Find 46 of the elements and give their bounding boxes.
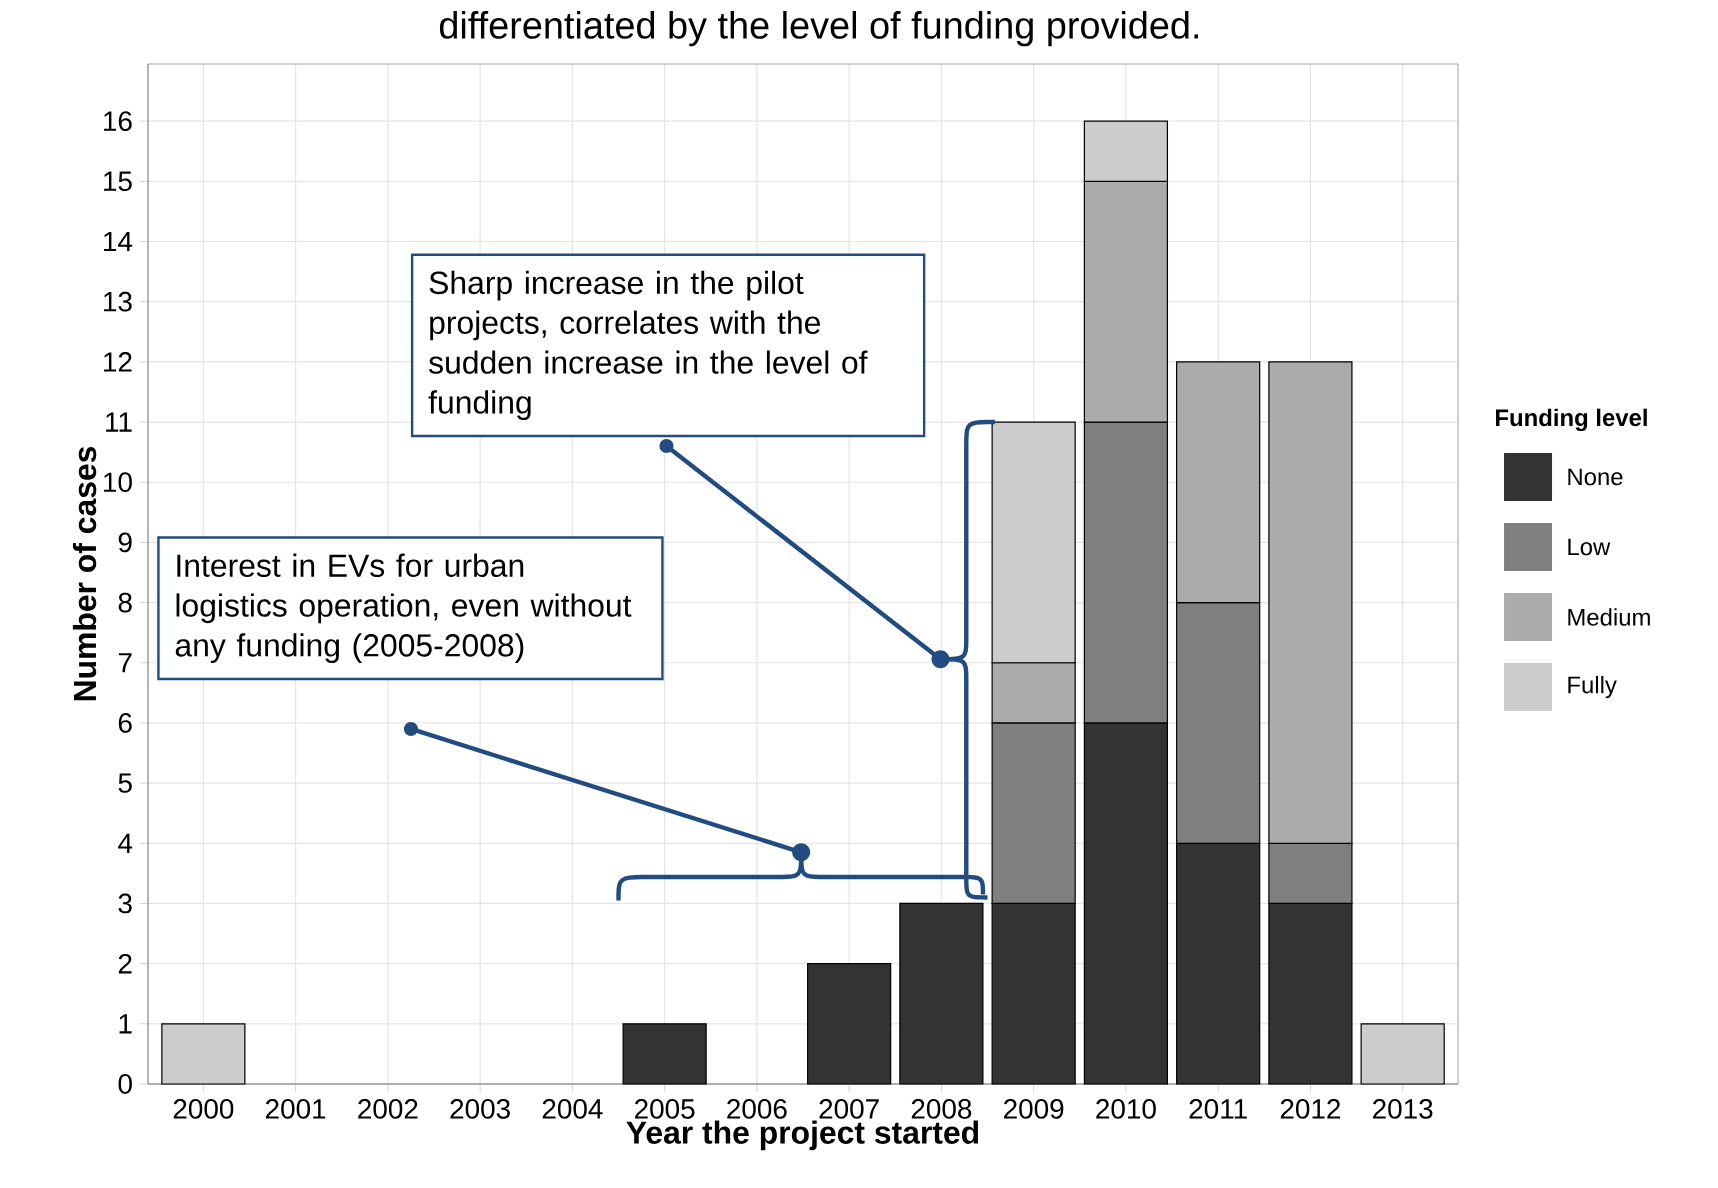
x-tick-label: 2006 — [727, 1099, 787, 1119]
bar — [161, 1023, 246, 1085]
y-tick-label: 15 — [104, 171, 132, 192]
legend-title: Funding level — [1496, 408, 1647, 432]
legend-label: Low — [1568, 538, 1611, 556]
annotation: Sharp increase in the pilot projects, correlates with the sudden increase in the level of funding — [428, 270, 868, 421]
x-tick-label: 2009 — [1004, 1099, 1064, 1119]
x-tick-label: 2000 — [173, 1099, 234, 1119]
chart-title: differentiated by the level of funding provided. — [439, 11, 1199, 47]
x-tick-label: 2012 — [1280, 1099, 1341, 1119]
y-tick-label: 13 — [104, 291, 132, 312]
x-tick-label: 2008 — [911, 1099, 972, 1119]
x-tick-label: 2010 — [1096, 1099, 1156, 1119]
y-tick-label: 4 — [118, 833, 133, 853]
y-tick-label: 5 — [118, 773, 132, 793]
annotation: Interest in EVs for urban logistics operation, even without any funding (2005-2008) — [175, 553, 632, 663]
y-tick-label: 8 — [118, 592, 132, 613]
y-tick-label: 7 — [118, 653, 132, 673]
y-axis-title: Number of cases — [72, 446, 97, 701]
x-tick-label: 2007 — [819, 1099, 879, 1119]
bar — [1360, 1023, 1445, 1085]
y-tick-label: 1 — [119, 1014, 132, 1034]
x-axis-title: Year the project started — [626, 1120, 979, 1151]
y-tick-label: 9 — [118, 532, 132, 553]
bar — [899, 902, 984, 1085]
x-tick-label: 2011 — [1189, 1099, 1247, 1119]
legend-label: None — [1568, 468, 1623, 486]
y-tick-label: 12 — [104, 352, 132, 372]
x-tick-label: 2003 — [450, 1099, 510, 1119]
y-tick-label: 0 — [118, 1074, 132, 1094]
bar — [622, 1023, 707, 1085]
x-tick-label: 2013 — [1373, 1099, 1433, 1119]
x-tick-label: 2002 — [358, 1099, 418, 1119]
y-tick-label: 10 — [104, 472, 132, 493]
x-tick-label: 2004 — [542, 1099, 603, 1119]
y-tick-label: 3 — [118, 893, 132, 914]
y-tick-label: 16 — [104, 111, 132, 132]
legend-label: Fully — [1568, 675, 1617, 699]
y-tick-label: 11 — [106, 412, 132, 432]
x-tick-label: 2001 — [265, 1099, 326, 1119]
y-tick-label: 6 — [118, 713, 132, 733]
bar — [807, 963, 892, 1085]
y-tick-label: 2 — [118, 953, 132, 974]
y-tick-label: 14 — [104, 231, 133, 252]
legend-label: Medium — [1568, 608, 1650, 626]
x-tick-label: 2005 — [635, 1099, 695, 1119]
